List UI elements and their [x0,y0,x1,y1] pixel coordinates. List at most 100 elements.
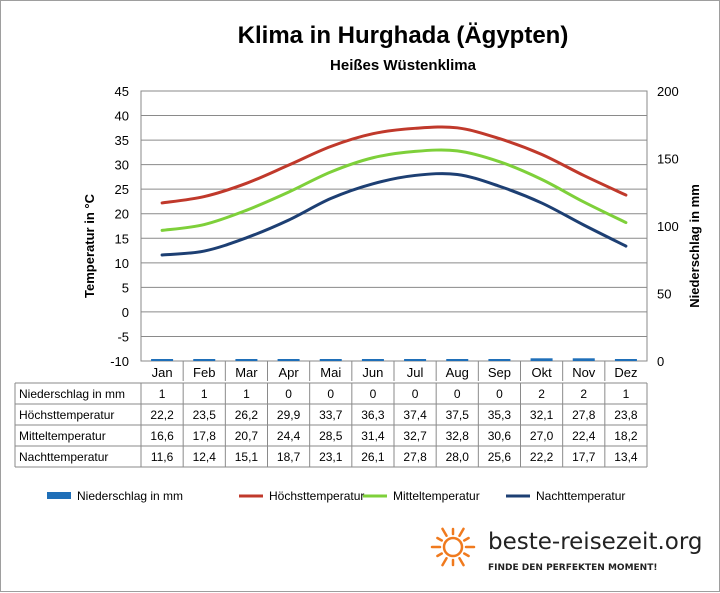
y-left-tick-label: 45 [115,84,129,99]
y-left-tick-label: 15 [115,231,129,246]
table-cell: 25,6 [488,450,512,464]
table-cell: 22,4 [572,429,596,443]
x-tick-label: Jun [362,365,383,380]
y-left-axis-label: Temperatur in °C [82,193,97,298]
table-cell: 0 [412,387,419,401]
x-tick-label: Aug [446,365,469,380]
x-tick-label: Mar [235,365,258,380]
legend-label: Nachttemperatur [536,489,625,503]
table-cell: 26,2 [235,408,259,422]
precipitation-bar [530,358,553,361]
table-cell: 18,7 [277,450,301,464]
precipitation-bar [446,359,469,361]
y-left-tick-label: 30 [115,158,129,173]
table-cell: 37,5 [446,408,470,422]
table-cell: 11,6 [151,450,174,464]
y-left-tick-label: 40 [115,109,129,124]
table-cell: 30,6 [488,429,512,443]
legend: Niederschlag in mm Höchsttemperatur Mittel… [47,489,625,503]
sun-ray [463,552,470,558]
precipitation-bar [361,359,384,361]
table-cell: 28,0 [446,450,470,464]
precipitation-bar [488,359,511,361]
table-cell: 0 [496,387,503,401]
x-tick-label: Apr [278,365,299,380]
table-cell: 12,4 [193,450,217,464]
table-row-header: Niederschlag in mm [19,387,125,401]
table-cell: 26,1 [361,450,385,464]
y-right-tick-label: 0 [657,354,664,369]
y-left-tick-label: 25 [115,182,129,197]
table-cell: 29,9 [277,408,301,422]
sun-ray [463,536,470,542]
table-cell: 37,4 [403,408,427,422]
sun-ray [436,552,443,558]
precipitation-bars [151,358,637,361]
table-cell: 1 [201,387,208,401]
precipitation-bar [193,359,216,361]
brand-name: beste-reisezeit.org [488,529,703,555]
table-cell: 36,3 [361,408,385,422]
table-cell: 23,8 [614,408,638,422]
table-cell: 0 [327,387,334,401]
y-left-tick-label: -10 [110,354,129,369]
sun-ray [441,527,448,537]
table-cell: 35,3 [488,408,512,422]
legend-swatch [47,492,71,499]
table-cell: 33,7 [319,408,343,422]
table-cell: 27,8 [572,408,596,422]
table-cell: 0 [285,387,292,401]
y-right-axis-label: Niederschlag in mm [687,184,702,308]
sun-ray [436,536,443,542]
y-right-tick-label: 50 [657,287,671,302]
precipitation-bar [404,359,427,361]
legend-label: Mitteltemperatur [393,489,480,503]
x-tick-label: Jul [407,365,424,380]
table-cell: 16,6 [150,429,174,443]
table-row-header: Nachttemperatur [19,450,108,464]
precipitation-bar [572,358,595,361]
precipitation-bar [319,359,342,361]
x-tick-label: Mai [320,365,341,380]
sun-ray [458,527,465,537]
y-left-tick-label: 0 [122,305,129,320]
table-cell: 31,4 [361,429,385,443]
grid-lines [140,90,648,381]
table-cell: 13,4 [614,450,638,464]
table-cell: 32,7 [403,429,427,443]
chart-subtitle: Heißes Wüstenklima [330,57,477,74]
x-tick-label: Jan [152,365,173,380]
temperature-lines [160,125,628,257]
sun-core [442,536,464,558]
precipitation-bar [151,359,174,361]
chart-title: Klima in Hurghada (Ägypten) [238,22,569,49]
sun-ray [458,557,465,567]
table-cell: 1 [159,387,166,401]
sun-ray [441,557,448,567]
x-tick-label: Sep [488,365,511,380]
table-cell: 22,2 [530,450,554,464]
precipitation-bar [614,359,637,361]
table-cell: 2 [580,387,587,401]
legend-label: Niederschlag in mm [77,489,183,503]
x-tick-label: Okt [531,365,552,380]
table-cell: 0 [454,387,461,401]
table-cell: 0 [370,387,377,401]
table-cell: 20,7 [235,429,259,443]
series-line-nachttemperatur [160,172,628,257]
table-cell: 17,8 [193,429,217,443]
y-left-tick-label: 5 [122,280,129,295]
table-cell: 32,1 [530,408,554,422]
table-row-header: Mitteltemperatur [19,429,106,443]
table-cell: 24,4 [277,429,301,443]
precipitation-bar [277,359,300,361]
table-cell: 17,7 [572,450,596,464]
brand-logo: beste-reisezeit.org FINDE DEN PERFEKTEN … [430,527,703,573]
table-cell: 27,0 [530,429,554,443]
table-cell: 23,5 [193,408,217,422]
table-cell: 22,2 [150,408,174,422]
data-table: Niederschlag in mm 1 1 1 0 0 0 0 0 0 2 2 1 Höchsttemp… [14,382,648,468]
table-cell: 23,1 [319,450,343,464]
